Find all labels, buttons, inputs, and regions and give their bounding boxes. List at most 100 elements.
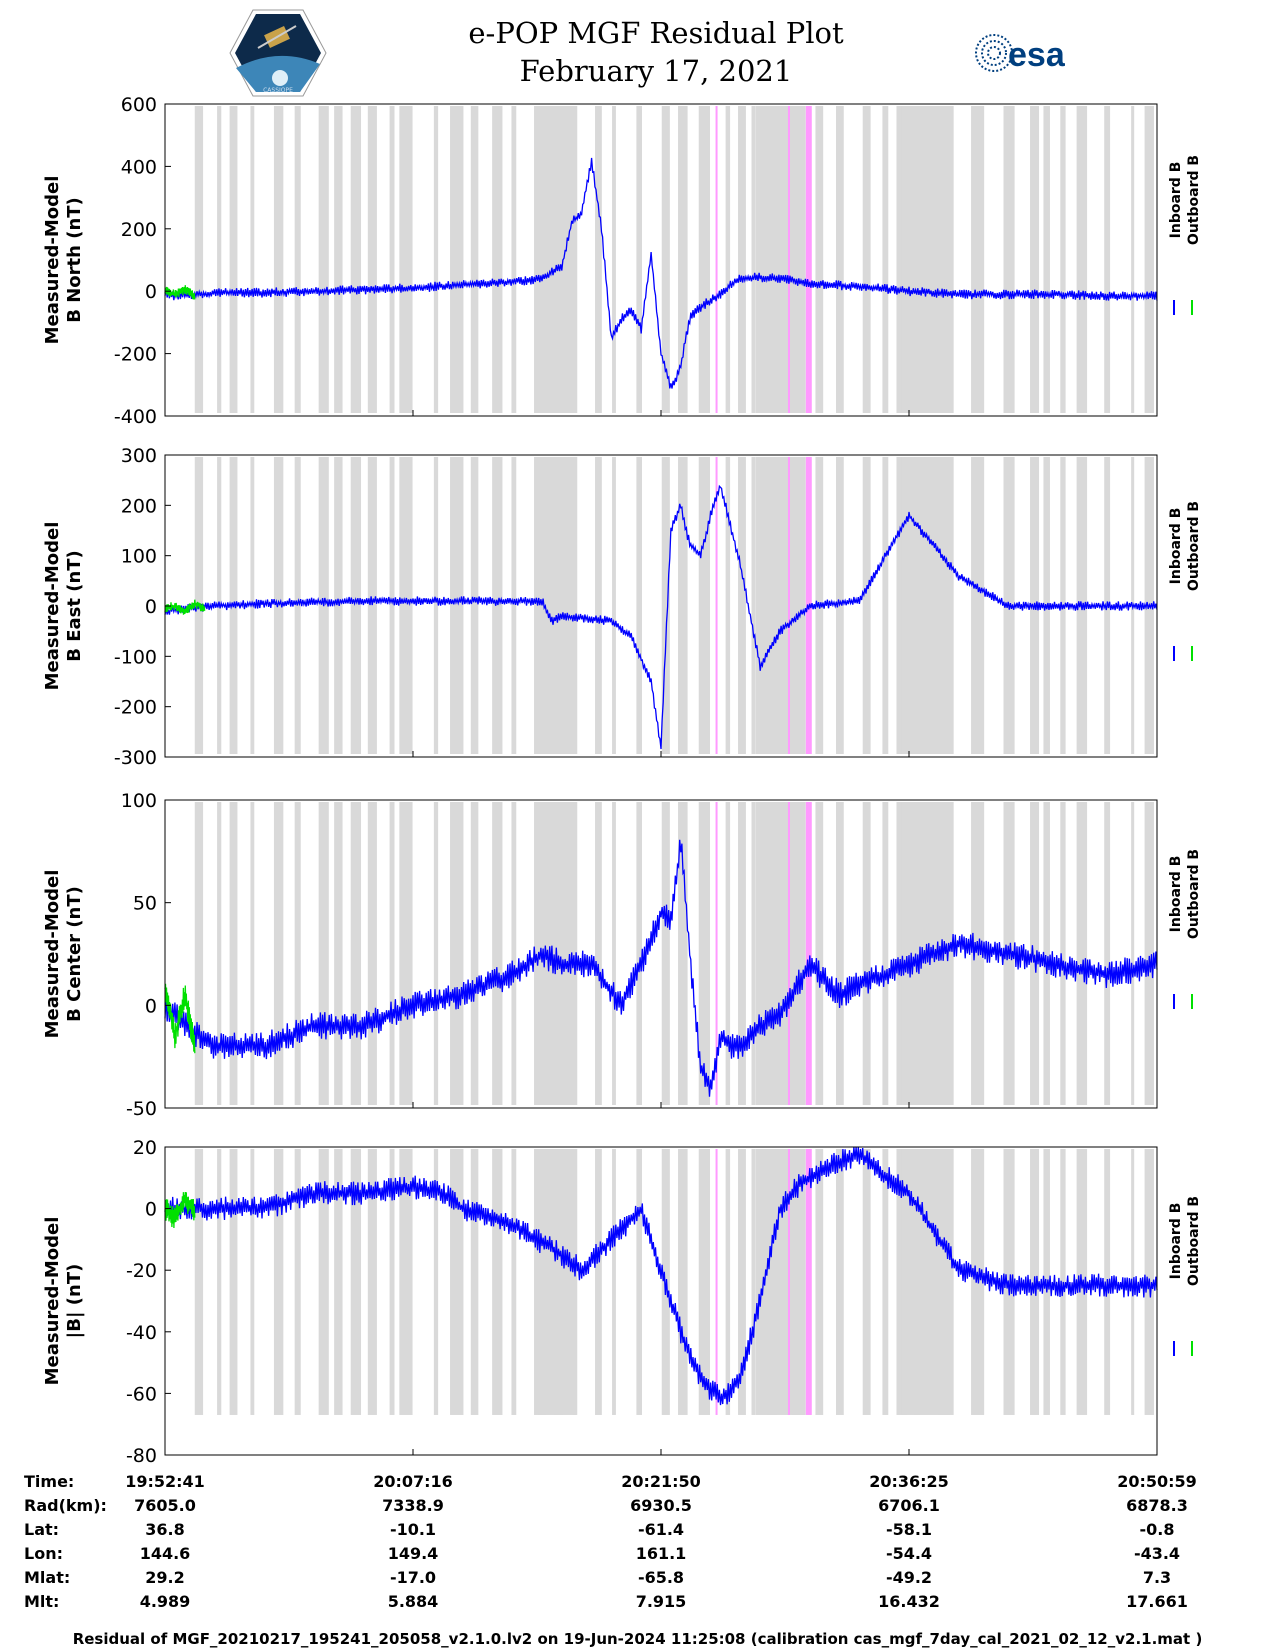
data-gap-band (698, 457, 710, 754)
data-gap-band (350, 1149, 362, 1415)
y-axis-label: Measured-Model (42, 522, 63, 691)
data-gap-band (492, 106, 503, 413)
data-gap-band (450, 106, 464, 413)
ephemeris-row-label: Rad(km): (24, 1496, 107, 1515)
data-gap-band (511, 1149, 517, 1415)
panel-3: -50 0 50 100 Measured-Model B Center (nT) Inbo… (42, 790, 1202, 1120)
y-tick-label: 100 (121, 790, 157, 812)
data-gap-band (1104, 802, 1111, 1105)
data-gap-band (399, 802, 413, 1105)
data-gap-band (901, 457, 954, 754)
data-gap-band (1003, 1149, 1015, 1415)
data-gap-band (389, 106, 395, 413)
ephemeris-value: 20:36:25 (869, 1472, 949, 1491)
plot-title: e-POP MGF Residual Plot February 17, 202… (0, 14, 1275, 90)
data-gap-band (661, 457, 670, 754)
data-gap-band (755, 802, 805, 1105)
ephemeris-value: -61.4 (638, 1520, 684, 1539)
data-gap-band (334, 1149, 343, 1415)
data-gap-band (367, 1149, 377, 1415)
data-gap-band (273, 457, 284, 754)
data-gap-band (433, 106, 439, 413)
ephemeris-value: -0.8 (1140, 1520, 1175, 1539)
ephemeris-value: 36.8 (145, 1520, 184, 1539)
legend-label: Inboard B (1168, 162, 1184, 239)
data-gap-band (1043, 802, 1050, 1105)
ephemeris-value: -54.4 (886, 1544, 932, 1563)
data-gap-band (836, 106, 844, 413)
data-gap-band (217, 1149, 222, 1415)
y-tick-label: 0 (145, 281, 157, 303)
magenta-marker-band (805, 802, 812, 1105)
data-gap-band (1131, 802, 1135, 1105)
data-gap-band (194, 1149, 204, 1415)
data-gap-band (882, 106, 889, 413)
data-gap-band (217, 106, 222, 413)
outboard-series-line (164, 983, 196, 1054)
data-gap-band (433, 1149, 439, 1415)
ephemeris-value: -65.8 (638, 1568, 684, 1587)
title-line-1: e-POP MGF Residual Plot (468, 16, 844, 50)
ephemeris-row-label: Time: (24, 1472, 74, 1491)
data-gap-band (229, 1149, 238, 1415)
data-gap-band (194, 106, 204, 413)
ephemeris-value: 20:07:16 (373, 1472, 453, 1491)
data-gap-band (367, 106, 377, 413)
y-tick-label: 400 (121, 156, 157, 178)
data-gap-band (294, 1149, 301, 1415)
data-gap-band (1060, 802, 1066, 1105)
data-gap-band (229, 802, 238, 1105)
y-axis-label: |B| (nT) (64, 1264, 85, 1339)
ephemeris-value: 144.6 (140, 1544, 191, 1563)
magenta-marker-band (715, 457, 718, 754)
magenta-marker-band (715, 1149, 718, 1415)
data-gap-band (678, 106, 688, 413)
data-gap-band (1144, 802, 1154, 1105)
magenta-marker-band (805, 106, 812, 413)
inboard-series-line (164, 1146, 1158, 1406)
ephemeris-value: 16.432 (878, 1592, 940, 1611)
data-gap-band (334, 457, 343, 754)
data-gap-band (511, 802, 517, 1105)
data-gap-band (751, 457, 756, 754)
y-tick-label: 600 (121, 94, 157, 116)
ephemeris-value: 6930.5 (630, 1496, 692, 1515)
data-gap-band (636, 106, 642, 413)
inboard-series-line (164, 157, 1158, 389)
data-gap-band (738, 1149, 746, 1415)
esa-logo: esa (975, 34, 1066, 74)
y-tick-label: 0 (145, 596, 157, 618)
data-gap-band (971, 106, 985, 413)
data-gap-band (367, 457, 377, 754)
ephemeris-value: 19:52:41 (125, 1472, 205, 1491)
data-gap-band (389, 457, 395, 754)
data-gap-band (1030, 106, 1040, 413)
data-gap-band (511, 457, 517, 754)
data-gap-band (511, 106, 517, 413)
data-gap-band (836, 1149, 844, 1415)
data-gap-band (250, 1149, 255, 1415)
inboard-series-line (164, 484, 1158, 750)
data-gap-band (389, 1149, 395, 1415)
ephemeris-value: 6706.1 (878, 1496, 940, 1515)
data-gap-band (334, 802, 343, 1105)
panel-2: -300 -200 -100 0 100 200 300 Measured-Model B Ea… (42, 445, 1202, 769)
ephemeris-value: 20:50:59 (1117, 1472, 1197, 1491)
data-gap-band (389, 802, 395, 1105)
data-gap-band (751, 802, 756, 1105)
data-gap-band (738, 457, 746, 754)
data-gap-band (1030, 802, 1040, 1105)
data-gap-band (698, 106, 710, 413)
ephemeris-value: -17.0 (390, 1568, 436, 1587)
data-gap-band (738, 802, 746, 1105)
ephemeris-value: 7.915 (636, 1592, 687, 1611)
data-gap-band (318, 1149, 329, 1415)
data-gap-band (350, 106, 362, 413)
data-gap-band (399, 457, 413, 754)
data-gap-band (882, 1149, 889, 1415)
svg-text:esa: esa (1008, 36, 1066, 74)
data-gap-band (1060, 106, 1066, 413)
data-gap-band (250, 802, 255, 1105)
ephemeris-value: 29.2 (145, 1568, 184, 1587)
data-gap-band (678, 1149, 688, 1415)
